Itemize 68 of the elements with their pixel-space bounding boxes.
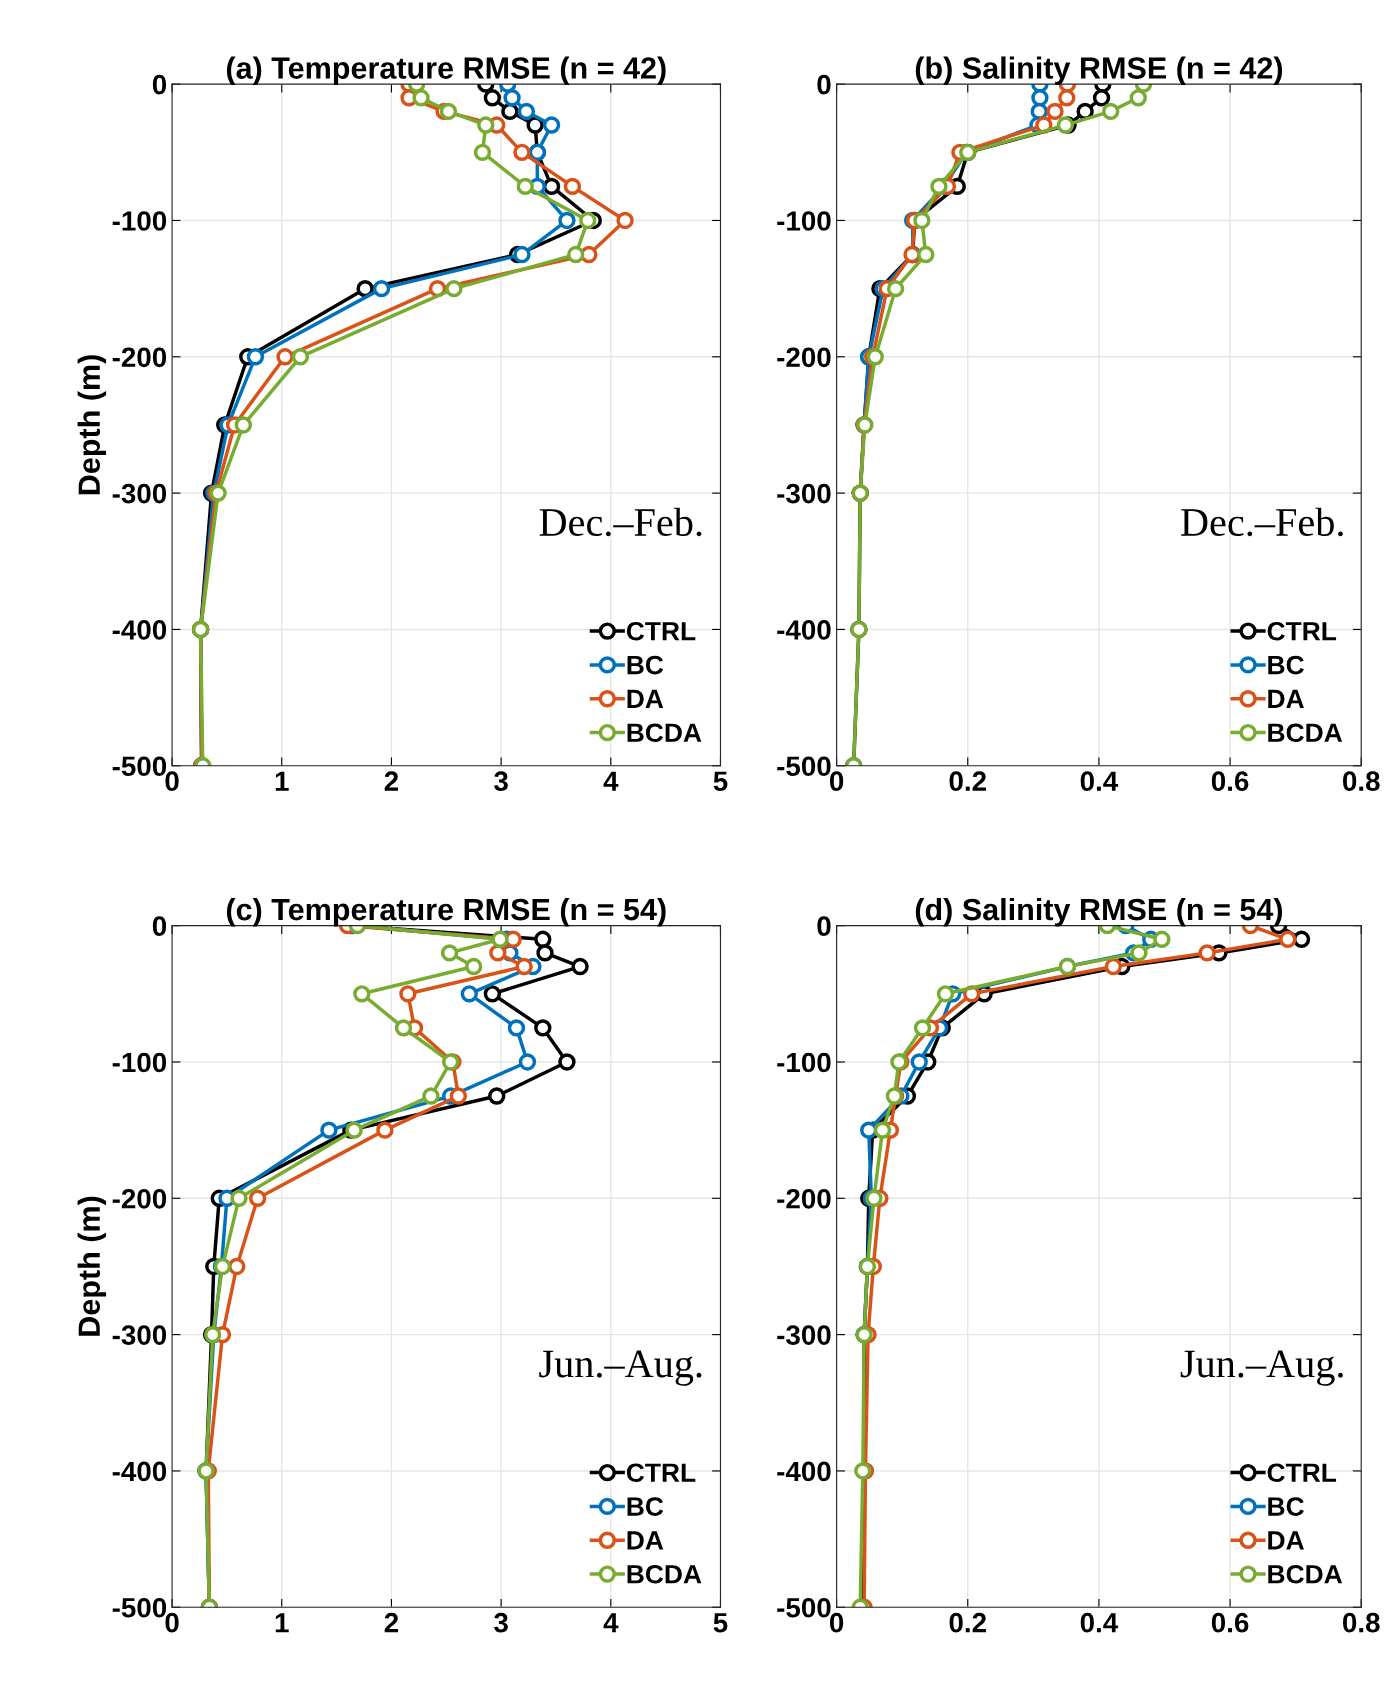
y-tick-label: -300: [777, 483, 831, 504]
y-tick-label: -400: [112, 620, 167, 640]
x-tick-label: 0.8: [1343, 771, 1380, 792]
legend-label: BCDA: [1268, 723, 1343, 743]
legend-label: BC: [1268, 655, 1304, 675]
x-tick-label: 0.4: [1080, 771, 1119, 792]
y-tick-label: -500: [112, 1597, 167, 1618]
x-tick-label: 0.6: [1211, 1612, 1249, 1633]
y-tick-label: -400: [777, 1461, 831, 1482]
y-tick-label: 0: [817, 916, 831, 936]
legend-label: BC: [627, 655, 664, 675]
x-tick-label: 4: [603, 1613, 619, 1633]
y-tick-label: 0: [152, 74, 167, 95]
x-tick-label: 5: [713, 771, 728, 792]
y-tick-label: -100: [112, 1052, 167, 1073]
y-tick-label: -100: [777, 1052, 831, 1073]
x-tick-label: 3: [494, 771, 508, 792]
legend-label: CTRL: [1267, 1463, 1337, 1483]
y-tick-label: -200: [112, 1188, 167, 1209]
x-tick-label: 4: [603, 771, 619, 791]
y-tick-label: -300: [777, 1325, 831, 1345]
legend-label: CTRL: [626, 1463, 696, 1483]
legend-label: DA: [1268, 1531, 1304, 1550]
x-tick-label: 1: [275, 771, 289, 791]
y-tick-label: -200: [112, 347, 167, 368]
chart-title: (d) Salinity RMSE (n = 54): [915, 897, 1283, 927]
y-tick-label: -200: [777, 347, 831, 368]
chart-title: (c) Temperature RMSE (n = 54): [226, 897, 666, 927]
legend-label: BCDA: [1268, 1564, 1343, 1584]
chart-title: (b) Salinity RMSE (n = 42): [915, 56, 1283, 85]
x-tick-label: 5: [713, 1613, 728, 1633]
x-tick-label: 1: [275, 1613, 289, 1633]
annotation: Dec.–Feb.: [539, 507, 702, 537]
annotation: Jun.–Aug.: [539, 1350, 702, 1386]
x-tick-label: 0.2: [949, 1612, 986, 1633]
x-tick-label: 0.6: [1211, 771, 1249, 792]
legend-label: DA: [1268, 689, 1304, 708]
y-tick-label: -400: [112, 1461, 167, 1482]
legend-label: BCDA: [627, 1564, 702, 1584]
y-axis-title: Depth (m): [77, 355, 107, 495]
y-tick-label: -500: [777, 1597, 831, 1618]
y-tick-label: -300: [112, 483, 167, 504]
y-tick-label: -200: [777, 1188, 831, 1209]
y-tick-label: -100: [112, 211, 167, 231]
legend-label: BC: [1268, 1497, 1304, 1516]
annotation: Jun.–Aug.: [1180, 1350, 1343, 1386]
x-tick-label: 2: [384, 1612, 399, 1633]
x-tick-label: 0.2: [949, 771, 986, 792]
y-axis-title: Depth (m): [77, 1196, 107, 1336]
annotation: Dec.–Feb.: [1181, 507, 1343, 537]
legend-label: CTRL: [1267, 621, 1337, 641]
y-tick-label: -500: [777, 756, 831, 777]
x-tick-label: 2: [384, 771, 399, 791]
y-tick-label: -300: [112, 1325, 167, 1345]
x-tick-label: 0.4: [1080, 1612, 1119, 1633]
y-tick-label: 0: [152, 916, 167, 936]
legend-label: BCDA: [627, 723, 702, 743]
y-tick-label: -400: [777, 620, 831, 640]
x-tick-label: 3: [494, 1612, 508, 1633]
legend-label: DA: [627, 689, 664, 708]
chart-title: (a) Temperature RMSE (n = 42): [226, 56, 666, 85]
legend-label: BC: [627, 1497, 664, 1516]
legend-label: CTRL: [626, 621, 696, 641]
y-tick-label: 0: [817, 74, 831, 95]
x-tick-label: 0.8: [1343, 1612, 1380, 1633]
legend-label: DA: [627, 1531, 664, 1550]
y-tick-label: -100: [777, 211, 831, 231]
y-tick-label: -500: [112, 756, 167, 777]
